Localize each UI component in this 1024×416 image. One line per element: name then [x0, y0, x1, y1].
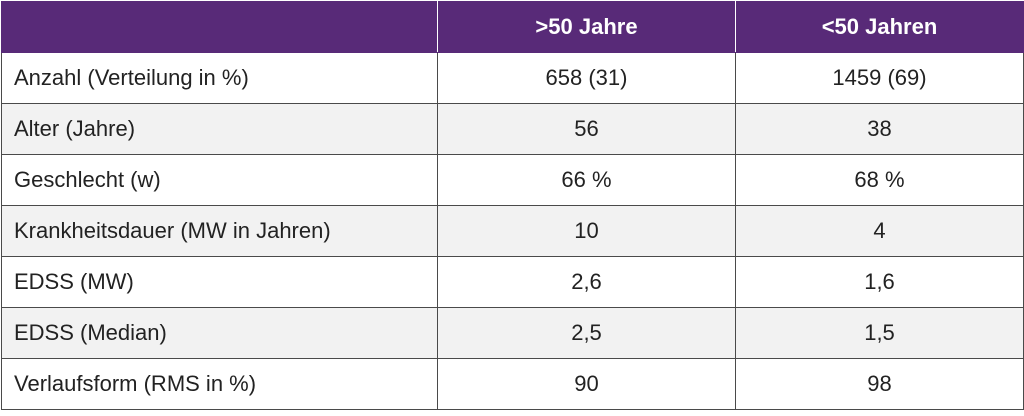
row-label: Anzahl (Verteilung in %)	[1, 52, 438, 104]
table-row: Anzahl (Verteilung in %) 658 (31) 1459 (69…	[1, 52, 1024, 104]
table-cell: 38	[735, 103, 1024, 155]
header-row: >50 Jahre <50 Jahren	[1, 1, 1024, 53]
table-cell: 10	[437, 205, 736, 257]
table-cell: 1,5	[735, 307, 1024, 359]
table-cell: 1459 (69)	[735, 52, 1024, 104]
table-row: EDSS (MW) 2,6 1,6	[1, 256, 1024, 308]
row-label: Krankheitsdauer (MW in Jahren)	[1, 205, 438, 257]
table-row: Verlaufsform (RMS in %) 90 98	[1, 358, 1024, 410]
table-row: EDSS (Median) 2,5 1,5	[1, 307, 1024, 359]
table-cell: 4	[735, 205, 1024, 257]
table-row: Geschlecht (w) 66 % 68 %	[1, 154, 1024, 206]
table-cell: 2,6	[437, 256, 736, 308]
header-cell: >50 Jahre	[437, 1, 736, 53]
table-cell: 66 %	[437, 154, 736, 206]
row-label: EDSS (Median)	[1, 307, 438, 359]
header-empty	[1, 1, 438, 53]
table-cell: 68 %	[735, 154, 1024, 206]
row-label: EDSS (MW)	[1, 256, 438, 308]
table-cell: 658 (31)	[437, 52, 736, 104]
table-row: Krankheitsdauer (MW in Jahren) 10 4	[1, 205, 1024, 257]
table-cell: 1,6	[735, 256, 1024, 308]
row-label: Alter (Jahre)	[1, 103, 438, 155]
table-cell: 90	[437, 358, 736, 410]
row-label: Geschlecht (w)	[1, 154, 438, 206]
table-row: Alter (Jahre) 56 38	[1, 103, 1024, 155]
table-cell: 2,5	[437, 307, 736, 359]
table-cell: 56	[437, 103, 736, 155]
table-cell: 98	[735, 358, 1024, 410]
row-label: Verlaufsform (RMS in %)	[1, 358, 438, 410]
header-cell: <50 Jahren	[735, 1, 1024, 53]
